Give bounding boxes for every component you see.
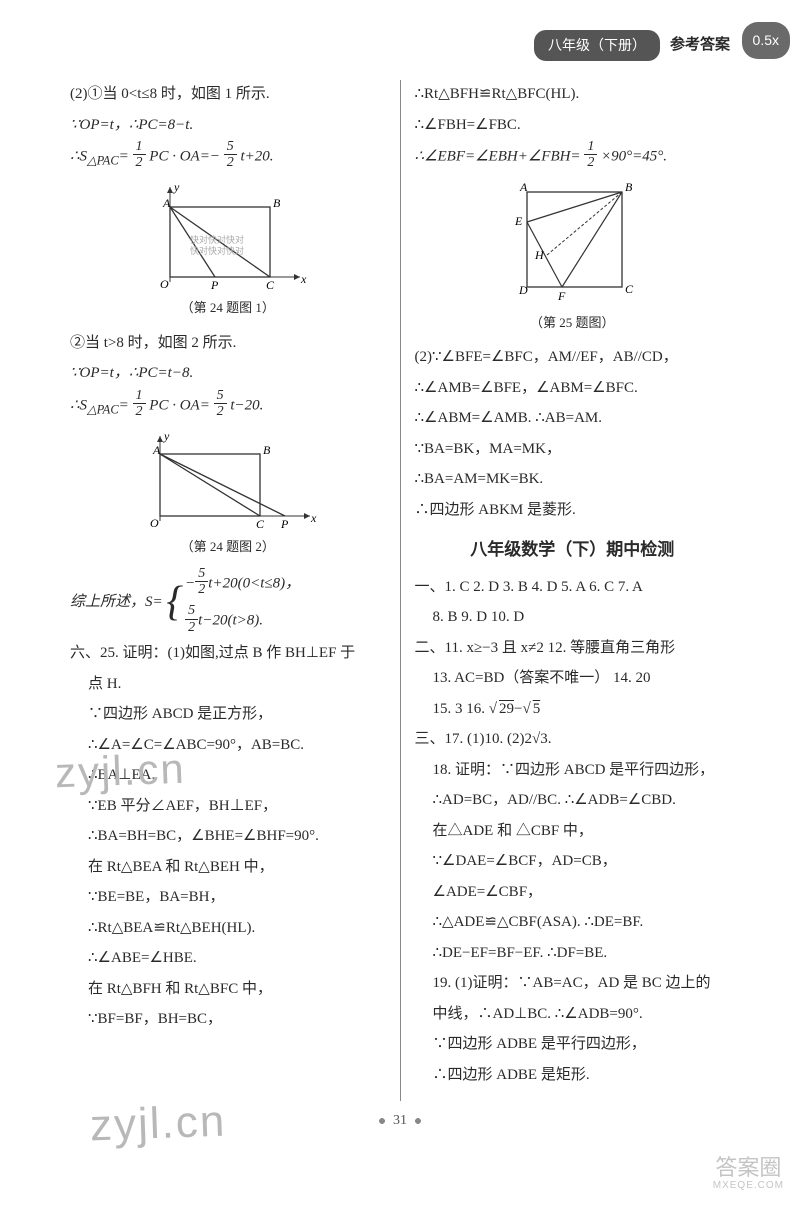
text-line: ∴AD=BC，AD//BC. ∴∠ADB=∠CBD. [415,786,731,815]
svg-text:A: A [519,180,528,194]
text-line: 在△ADE 和 △CBF 中， [415,817,731,846]
corner-watermark: 答案圈 MXEQE.COM [713,1157,784,1191]
figure-caption: （第 24 题图 2） [70,535,386,560]
text-line: ∴DE−EF=BF−EF. ∴DF=BE. [415,939,731,968]
svg-text:B: B [625,180,633,194]
text-line: ∴BA=BH=BC，∠BHE=∠BHF=90°. [70,822,386,851]
svg-text:y: y [163,429,170,443]
text-line: (2)①当 0<t≤8 时，如图 1 所示. [70,80,386,109]
svg-text:快对快对快对: 快对快对快对 [190,245,244,256]
svg-text:C: C [256,517,265,531]
text-line: ∴∠ABE=∠HBE. [70,944,386,973]
svg-text:O: O [160,277,169,291]
text-line: 中线，∴AD⊥BC. ∴∠ADB=90°. [415,1000,731,1029]
formula-line: ∴S△PAC= 12 PC · OA= 52 t−20. [70,390,386,422]
text-line: 三、17. (1)10. (2)2√3. [415,725,731,754]
left-column: (2)①当 0<t≤8 时，如图 1 所示. ∵OP=t，∴PC=8−t. ∴S… [62,80,401,1101]
text-line: ∴Rt△BFH≌Rt△BFC(HL). [415,80,731,109]
text-line: 二、11. x≥−3 且 x≠2 12. 等腰直角三角形 [415,634,731,663]
svg-text:快对快对快对: 快对快对快对 [190,234,244,245]
text-line: ∵BF=BF，BH=BC， [70,1005,386,1034]
text-line: ∴四边形 ABKM 是菱形. [415,496,731,525]
text-line: ∴∠ABM=∠AMB. ∴AB=AM. [415,404,731,433]
text-line: 19. (1)证明：∵AB=AC，AD 是 BC 边上的 [415,969,731,998]
svg-text:y: y [173,180,180,194]
zoom-badge[interactable]: 0.5x [742,22,790,59]
grade-pill: 八年级（下册） [534,30,660,61]
text-line: ∵四边形 ADBE 是平行四边形， [415,1030,731,1059]
figure-24-1: A B O P C x y 快对快对快对 快对快对快对 [70,177,386,292]
text-line: 13. AC=BD（答案不唯一） 14. 20 [415,664,731,693]
text-line: ∴BA=AM=MK=BK. [415,465,731,494]
right-column: ∴Rt△BFH≌Rt△BFC(HL). ∴∠FBH=∠FBC. ∴∠EBF=∠E… [401,80,739,1101]
svg-text:A: A [152,443,161,457]
formula-line: ∴∠EBF=∠EBH+∠FBH= 12 ×90°=45°. [415,141,731,173]
svg-text:C: C [266,278,275,292]
svg-text:B: B [273,196,281,210]
svg-text:D: D [518,283,528,297]
formula-line: ∴S△PAC= 12 PC · OA=− 52 t+20. [70,141,386,173]
svg-text:E: E [514,214,523,228]
svg-text:O: O [150,516,159,530]
text-line: ∴△ADE≌△CBF(ASA). ∴DE=BF. [415,908,731,937]
text-line: ∴∠AMB=∠BFE，∠ABM=∠BFC. [415,374,731,403]
text-line: ∵OP=t，∴PC=t−8. [70,359,386,388]
svg-text:x: x [310,511,317,525]
text-line: 在 Rt△BEA 和 Rt△BEH 中， [70,853,386,882]
text-line: ∠ADE=∠CBF， [415,878,731,907]
text-line: 一、1. C 2. D 3. B 4. D 5. A 6. C 7. A [415,573,731,602]
svg-text:P: P [210,278,219,292]
svg-text:A: A [162,196,171,210]
text-line: ∴四边形 ADBE 是矩形. [415,1061,731,1090]
svg-text:H: H [534,248,545,262]
text-line: ∵BA=BK，MA=MK， [415,435,731,464]
svg-text:x: x [300,272,307,286]
watermark: zyjl.cn [89,1080,228,1168]
text-line: ∴Rt△BEA≌Rt△BEH(HL). [70,914,386,943]
piecewise-formula: 综上所述，S= { −52t+20(0<t≤8)， 52t−20(t>8). [70,568,386,638]
svg-text:B: B [263,443,271,457]
text-line: 15. 3 16. √29−√5 [415,695,731,724]
header-label: 参考答案 [670,31,730,60]
text-line: 点 H. [70,670,386,699]
content-columns: (2)①当 0<t≤8 时，如图 1 所示. ∵OP=t，∴PC=8−t. ∴S… [62,80,738,1101]
text-line: ∴∠FBH=∠FBC. [415,111,731,140]
section-title: 八年级数学（下）期中检测 [415,534,731,566]
svg-text:F: F [557,289,566,303]
header: 八年级（下册） 参考答案 [534,30,730,61]
text-line: 18. 证明：∵四边形 ABCD 是平行四边形， [415,756,731,785]
text-line: ∵OP=t，∴PC=8−t. [70,111,386,140]
text-line: ∵四边形 ABCD 是正方形， [70,700,386,729]
watermark: zyjl.cn [54,729,187,813]
figure-25: A B C D E F H [415,177,731,307]
svg-text:C: C [625,282,634,296]
figure-caption: （第 24 题图 1） [70,296,386,321]
svg-text:P: P [280,517,289,531]
text-line: ∵BE=BE，BA=BH， [70,883,386,912]
text-line: ∵∠DAE=∠BCF，AD=CB， [415,847,731,876]
figure-caption: （第 25 题图） [415,311,731,336]
text-line: 六、25. 证明：(1)如图,过点 B 作 BH⊥EF 于 [70,639,386,668]
figure-24-2: A B O C P x y [70,426,386,531]
text-line: (2)∵∠BFE=∠BFC，AM//EF，AB//CD， [415,343,731,372]
text-line: 8. B 9. D 10. D [415,603,731,632]
text-line: 在 Rt△BFH 和 Rt△BFC 中， [70,975,386,1004]
text-line: ②当 t>8 时，如图 2 所示. [70,329,386,358]
